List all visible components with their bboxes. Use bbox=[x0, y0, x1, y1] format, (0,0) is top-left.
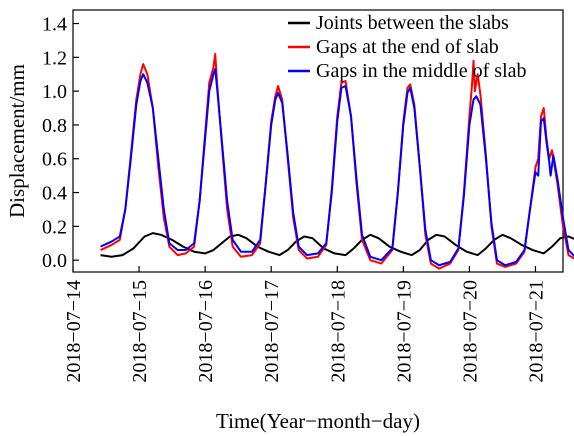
x-tick-label: 2018−07−21 bbox=[525, 280, 547, 383]
x-axis-title: Time(Year−month−day) bbox=[216, 409, 420, 433]
y-tick-label: 1.4 bbox=[42, 14, 67, 36]
x-tick-label: 2018−07−19 bbox=[393, 280, 415, 383]
legend-label-2: Gaps at the end of slab bbox=[316, 36, 499, 58]
y-tick-label: 0.4 bbox=[42, 183, 67, 205]
y-tick-label: 0.0 bbox=[42, 250, 67, 272]
x-tick-label: 2018−07−16 bbox=[195, 280, 217, 383]
x-tick-label: 2018−07−20 bbox=[459, 280, 481, 383]
x-tick-label: 2018−07−15 bbox=[129, 280, 151, 383]
legend-label-3: Gaps in the middle of slab bbox=[316, 60, 527, 82]
y-tick-label: 1.2 bbox=[42, 47, 67, 69]
x-axis-ticks: 2018−07−14 2018−07−15 2018−07−16 2018−07−17… bbox=[63, 266, 547, 383]
x-tick-label: 2018−07−14 bbox=[63, 280, 85, 383]
y-tick-label: 1.0 bbox=[42, 81, 67, 103]
y-tick-label: 0.6 bbox=[42, 149, 67, 171]
plot-frame bbox=[72, 9, 564, 273]
legend-label-1: Joints between the slabs bbox=[316, 12, 509, 34]
x-tick-label: 2018−07−17 bbox=[261, 280, 283, 383]
series-line-2 bbox=[100, 52, 574, 270]
x-tick-label: 2018−07−18 bbox=[327, 280, 349, 383]
y-tick-label: 0.2 bbox=[42, 216, 67, 238]
y-tick-label: 0.8 bbox=[42, 115, 67, 137]
y-axis-title: Displacement/mm bbox=[5, 64, 29, 218]
series-line-3 bbox=[100, 68, 574, 267]
y-axis-ticks: 0.0 0.2 0.4 0.6 0.8 1.0 1.2 1.4 bbox=[42, 14, 79, 272]
series-layer bbox=[100, 52, 574, 270]
